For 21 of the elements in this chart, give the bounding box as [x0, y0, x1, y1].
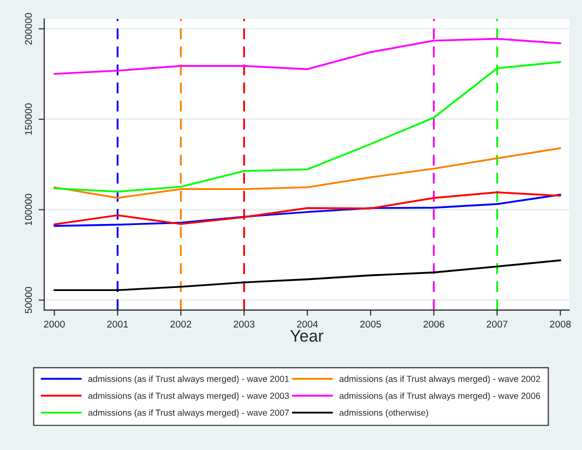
y-tick-label: 50000 — [25, 286, 32, 314]
line-series — [53, 259, 562, 292]
x-tick-label: 2007 — [486, 320, 508, 328]
legend-label: admissions (as if Trust always merged) - wave 2003 — [88, 392, 289, 401]
x-tick-label: 2008 — [550, 320, 571, 328]
legend-label: admissions (as if Trust always merged) - wave 2002 — [339, 376, 540, 384]
x-axis-title: Year — [290, 330, 324, 342]
legend-label: admissions (otherwise) — [339, 409, 428, 418]
x-tick-label: 2002 — [170, 320, 192, 328]
x-tick-label: 2003 — [234, 320, 254, 328]
legend-label: admissions (as if Trust always merged) - wave 2007 — [88, 409, 289, 418]
x-tick-label: 2001 — [107, 320, 128, 328]
y-tick-label: 100000 — [25, 194, 32, 226]
x-tick-label: 2005 — [360, 320, 382, 328]
y-tick-label: 150000 — [25, 103, 32, 135]
x-tick-label: 2000 — [44, 320, 65, 328]
x-tick-label: 2006 — [424, 320, 444, 328]
x-tick-label: 2004 — [297, 320, 318, 328]
legend-label: admissions (as if Trust always merged) - wave 2006 — [339, 392, 540, 401]
legend-label: admissions (as if Trust always merged) - wave 2001 — [88, 376, 289, 384]
y-tick-label: 200000 — [25, 13, 32, 45]
